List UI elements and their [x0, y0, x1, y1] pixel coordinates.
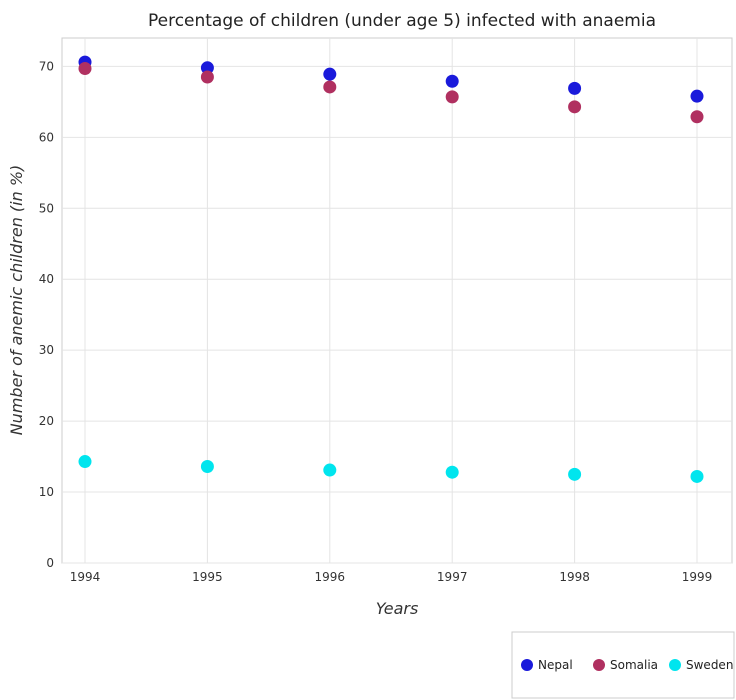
- data-point-nepal: [200, 61, 214, 75]
- x-tick-labels: 1994 1995 1996 1997 1998 1999: [70, 570, 713, 584]
- data-point-somalia: [200, 70, 214, 84]
- data-point-sweden: [568, 467, 582, 481]
- y-tick-label: 10: [39, 485, 54, 499]
- data-point-sweden: [78, 455, 92, 469]
- legend-marker-somalia: [593, 659, 605, 671]
- y-tick-label: 70: [39, 59, 54, 73]
- legend: Nepal Somalia Sweden: [511, 631, 735, 699]
- y-tick-label: 0: [46, 556, 54, 570]
- legend-label-somalia: Somalia: [610, 658, 658, 672]
- x-tick-label: 1996: [315, 570, 346, 584]
- legend-marker-nepal: [521, 659, 533, 671]
- data-point-sweden: [690, 469, 704, 483]
- data-point-sweden: [200, 460, 214, 474]
- data-point-nepal: [445, 74, 459, 88]
- data-point-sweden: [445, 465, 459, 479]
- x-tick-label: 1997: [437, 570, 468, 584]
- legend-box: [511, 631, 735, 699]
- y-axis-label: Number of anemic children (in %): [7, 165, 26, 436]
- data-point-nepal: [568, 81, 582, 95]
- chart-title: Percentage of children (under age 5) inf…: [148, 11, 656, 31]
- data-point-sweden: [323, 463, 337, 477]
- y-tick-labels: 0 10 20 30 40 50 60 70: [39, 59, 54, 570]
- legend-marker-sweden: [669, 659, 681, 671]
- x-tick-label: 1998: [559, 570, 590, 584]
- data-point-somalia: [78, 62, 92, 76]
- x-axis-label: Years: [376, 599, 419, 618]
- legend-label-nepal: Nepal: [538, 658, 573, 672]
- x-tick-label: 1994: [70, 570, 101, 584]
- x-tick-label: 1995: [192, 570, 223, 584]
- y-tick-label: 50: [39, 201, 54, 215]
- data-point-nepal: [323, 67, 337, 81]
- legend-label-sweden: Sweden: [686, 658, 733, 672]
- plot-area: [61, 37, 733, 564]
- x-tick-label: 1999: [682, 570, 713, 584]
- data-points: [78, 55, 704, 483]
- data-point-somalia: [445, 90, 459, 104]
- data-point-nepal: [690, 89, 704, 103]
- data-point-somalia: [323, 80, 337, 94]
- y-tick-label: 40: [39, 272, 54, 286]
- y-tick-label: 20: [39, 414, 54, 428]
- data-point-somalia: [690, 110, 704, 124]
- data-point-somalia: [568, 100, 582, 114]
- y-tick-label: 60: [39, 130, 54, 144]
- y-tick-label: 30: [39, 343, 54, 357]
